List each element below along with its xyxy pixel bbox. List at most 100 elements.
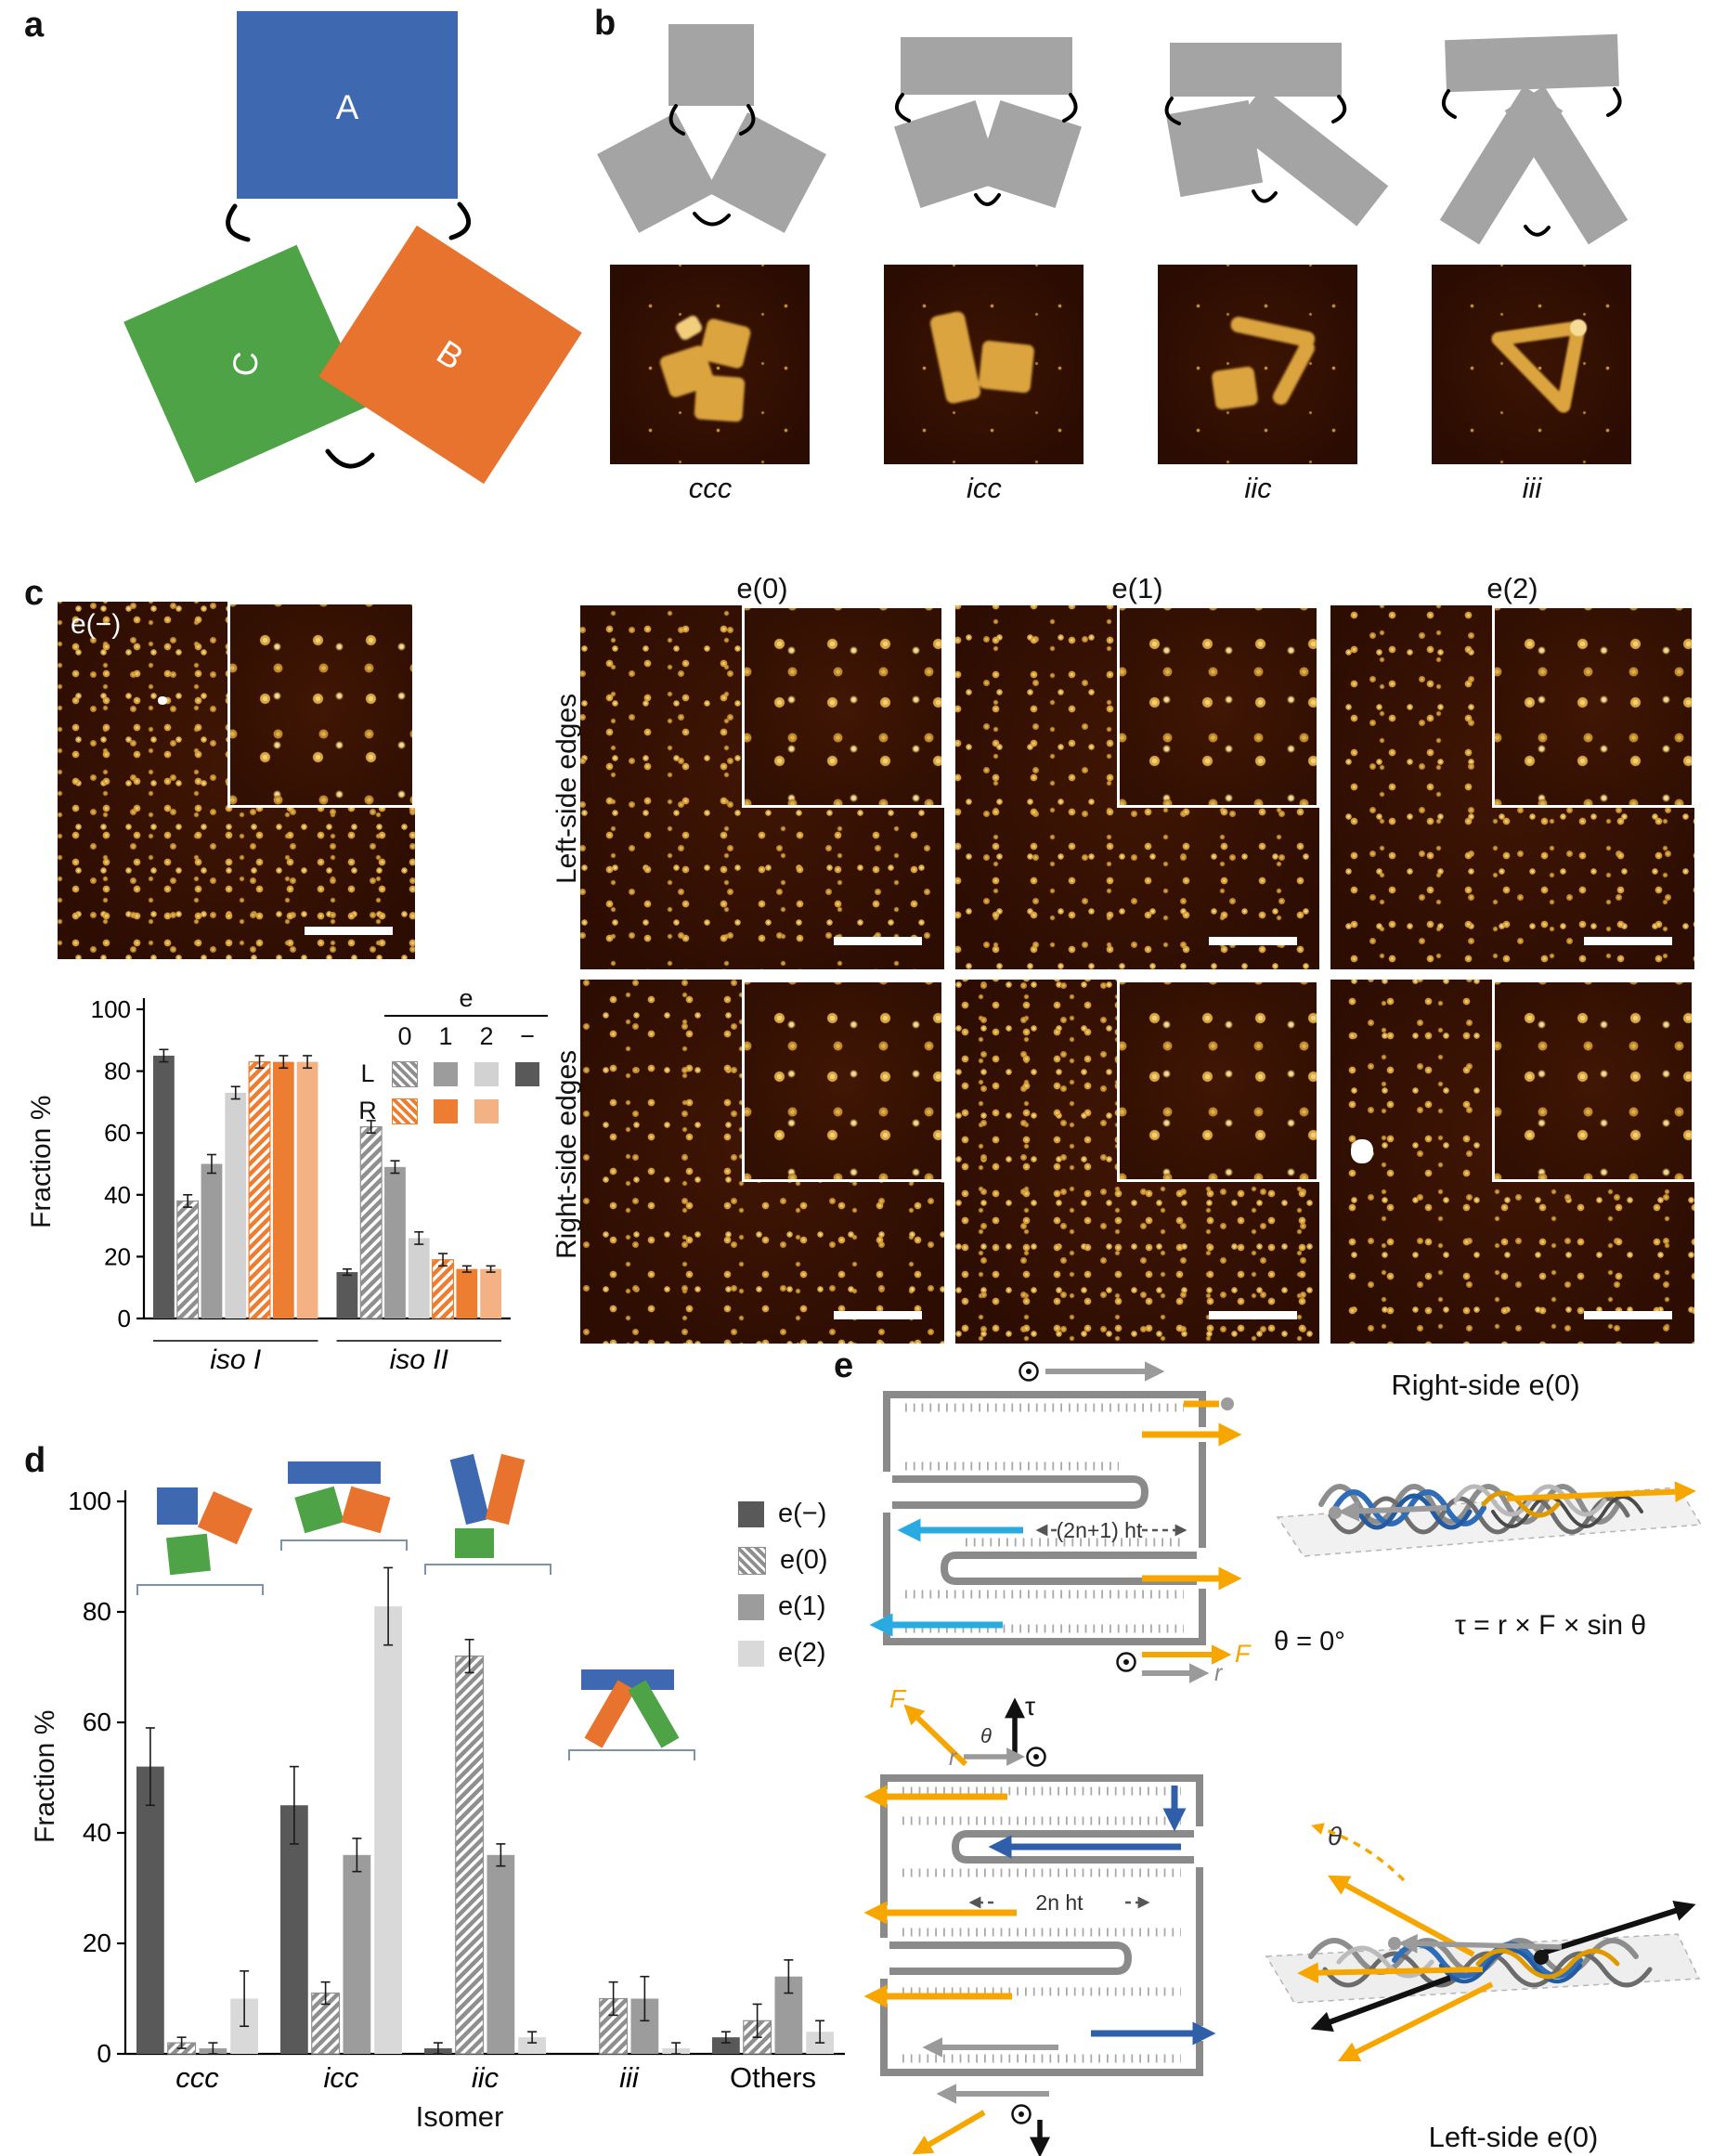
- helix-render-right-e0: [1276, 1481, 1703, 1557]
- scale-bar: [1584, 1311, 1672, 1319]
- hinge-arcs: [1164, 95, 1347, 203]
- isomer-schematic-ccc: [597, 24, 826, 233]
- edge-header-e1: e(1): [1111, 572, 1163, 604]
- monomer-a-square: [237, 11, 458, 199]
- length-label-even: 2n ht: [1035, 1890, 1084, 1915]
- chart-c-legend: e 0 1 2 − L R: [351, 984, 548, 1125]
- afm-inset: [1492, 605, 1694, 808]
- hinge-arcs: [894, 93, 1078, 206]
- hinge-arcs: [226, 201, 472, 469]
- group-bracket-iic: [424, 1564, 552, 1575]
- group-bracket-icc: [280, 1539, 408, 1551]
- isomer-schematic-iic: [1164, 43, 1389, 227]
- chart-d-ylabel: Fraction %: [30, 1709, 60, 1843]
- svg-text:0: 0: [97, 2039, 111, 2068]
- isomer-schematic-icc: [894, 37, 1082, 208]
- helix-render-left-e0: θ: [1265, 1822, 1701, 2062]
- svg-text:40: 40: [83, 1818, 111, 1847]
- afm-image-right-e0: [580, 980, 944, 1344]
- scale-bar: [1209, 1311, 1297, 1319]
- isomer-schematic-iii: [1439, 33, 1629, 245]
- eminus-label: e(−): [71, 609, 122, 640]
- scaffold-outline: [883, 1391, 1206, 1645]
- torque-label: τ: [1025, 1692, 1035, 1721]
- torque-arrow-left: [1310, 1975, 1452, 2033]
- force-arrow-up: [1327, 1875, 1475, 1957]
- svg-text:0: 0: [118, 1305, 131, 1332]
- force-arrow: [903, 1704, 968, 1767]
- scaffold-slot-right: [940, 1552, 1197, 1585]
- fraction-chart-isomer: 0 20 40 60 80 100 ccc icc iic iii Others: [68, 1487, 845, 2094]
- legend-label-e1: e(1): [778, 1591, 826, 1621]
- afm-inset: [1117, 980, 1319, 1182]
- afm-inset: [742, 605, 944, 808]
- origami-diagram-odd: (2n+1) ht F r: [869, 1361, 1252, 1686]
- swatch-e-minus: [515, 1061, 539, 1086]
- hinge-arcs: [1441, 87, 1622, 237]
- mini-schematic-icc: [288, 1461, 391, 1534]
- afm-image-left-e0: [580, 605, 944, 969]
- group-bracket-iii: [568, 1749, 695, 1760]
- basepair-ticks: [902, 1786, 1181, 2063]
- monomer-a-label: A: [336, 88, 359, 126]
- chart-d-xlabel: Isomer: [415, 2100, 504, 2133]
- legend-divider: [384, 1015, 548, 1017]
- svg-text:100: 100: [68, 1487, 111, 1515]
- force-label: F: [889, 1684, 907, 1713]
- legend-col-0: 0: [397, 1022, 412, 1050]
- afm-image-iii: [1432, 265, 1631, 464]
- swatch-L-e0: [392, 1060, 418, 1087]
- svg-text:40: 40: [104, 1181, 131, 1209]
- afm-image-iic: [1158, 265, 1357, 464]
- isomer-label-ccc: ccc: [688, 472, 733, 504]
- afm-inset: [1492, 980, 1694, 1182]
- theta-zero-label: θ = 0°: [1274, 1627, 1345, 1656]
- isomer-label-icc: icc: [967, 472, 1002, 504]
- swatch-e-minus: [738, 1500, 764, 1527]
- radius-arrow-gray: [1397, 1933, 1563, 1954]
- swatch-L-e2: [474, 1061, 499, 1086]
- isomer-label-iii: iii: [1522, 472, 1542, 504]
- svg-text:ccc: ccc: [175, 2061, 219, 2094]
- legend-label-e2: e(2): [778, 1638, 826, 1668]
- monomer-c-label: C: [226, 350, 266, 378]
- force-arrow-down: [1337, 1981, 1494, 2062]
- afm-image-left-e2: [1330, 605, 1694, 969]
- svg-text:100: 100: [91, 995, 131, 1023]
- svg-text:iic: iic: [472, 2061, 500, 2094]
- torque-arrow-right: [1542, 1900, 1696, 1955]
- panel-letter-c: c: [24, 574, 45, 613]
- monomer-c-square: [123, 244, 369, 484]
- torque-formula: τ = r × F × sin θ: [1454, 1610, 1647, 1641]
- swatch-R-e2: [474, 1098, 499, 1123]
- swatch-e2: [738, 1640, 764, 1667]
- panel-letter-a: a: [24, 6, 45, 45]
- panel-letter-b: b: [594, 4, 616, 43]
- hinge-arcs: [668, 104, 756, 227]
- trimer-schematic: A C B: [123, 11, 582, 485]
- force-arrow-bottom: [912, 2110, 986, 2155]
- legend-col-1: 1: [438, 1022, 453, 1050]
- mini-schematic-ccc: [157, 1487, 253, 1576]
- afm-image-icc: [884, 265, 1084, 464]
- scale-bar: [305, 927, 393, 935]
- radius-label: r: [1214, 1660, 1224, 1686]
- scale-bar: [1584, 937, 1672, 945]
- panel-letter-d: d: [24, 1441, 46, 1480]
- afm-inset: [227, 602, 415, 808]
- basepair-ticks: [905, 1403, 1184, 1633]
- theta-label: θ: [1328, 1822, 1342, 1851]
- mini-schematic-iic: [449, 1453, 526, 1558]
- swatch-e0: [738, 1546, 766, 1575]
- left-side-title: Left-side e(0): [1428, 2121, 1599, 2153]
- legend-title: e: [459, 984, 474, 1012]
- isomer-label-iic: iic: [1244, 472, 1272, 504]
- scaffold-slot-left: [889, 1942, 1133, 1975]
- afm-image-left-e1: [955, 605, 1319, 969]
- force-arrow-gold: [1506, 1481, 1696, 1503]
- svg-text:iii: iii: [619, 2061, 640, 2094]
- dna-bundle: [1318, 1484, 1643, 1535]
- svg-text:60: 60: [83, 1708, 111, 1736]
- scale-bar: [834, 1311, 922, 1319]
- swatch-R-e1: [434, 1098, 458, 1123]
